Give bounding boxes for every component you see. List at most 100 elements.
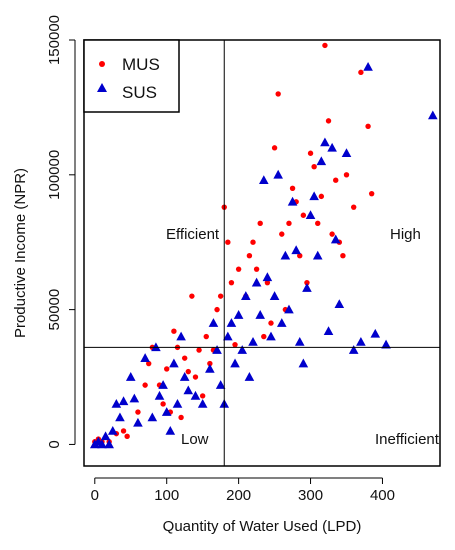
mus-point bbox=[340, 252, 346, 259]
sus-point bbox=[284, 304, 294, 314]
x-tick-label: 0 bbox=[91, 487, 99, 504]
sus-point bbox=[363, 61, 373, 71]
legend-sus-label: SUS bbox=[122, 83, 157, 102]
sus-point bbox=[269, 291, 280, 300]
mus-point bbox=[253, 266, 260, 272]
sus-point bbox=[133, 417, 143, 427]
mus-point bbox=[315, 220, 321, 227]
sus-point bbox=[356, 336, 366, 346]
mus-point bbox=[135, 409, 141, 415]
sus-point bbox=[197, 398, 208, 408]
x-tick-label: 300 bbox=[298, 487, 323, 504]
mus-point bbox=[297, 252, 303, 259]
mus-point bbox=[171, 328, 177, 334]
mus-point bbox=[235, 266, 242, 272]
mus-point bbox=[196, 347, 202, 353]
sus-point bbox=[118, 396, 129, 406]
mus-point bbox=[275, 91, 281, 97]
mus-point bbox=[368, 190, 375, 197]
sus-point bbox=[251, 277, 262, 287]
sus-point bbox=[147, 412, 158, 422]
y-axis: 0 50000 100000 150000 bbox=[46, 15, 76, 449]
sus-point bbox=[183, 385, 194, 395]
mus-point bbox=[181, 355, 188, 361]
mus-point bbox=[307, 150, 314, 156]
mus-point bbox=[142, 382, 148, 388]
sus-point bbox=[125, 372, 136, 381]
mus-point bbox=[286, 220, 292, 227]
mus-point bbox=[333, 177, 339, 183]
mus-point bbox=[160, 401, 166, 407]
sus-point bbox=[294, 336, 305, 346]
sus-point bbox=[280, 250, 291, 260]
sus-point bbox=[223, 331, 233, 341]
mus-point bbox=[322, 42, 328, 49]
sus-point bbox=[266, 331, 276, 341]
mus-point bbox=[329, 231, 335, 237]
mus-point bbox=[350, 204, 357, 210]
inefficient-label: Inefficient bbox=[375, 431, 440, 448]
sus-point bbox=[97, 439, 107, 449]
sus-point bbox=[309, 191, 319, 201]
sus-point bbox=[161, 407, 172, 416]
sus-point bbox=[323, 326, 334, 335]
low-label: Low bbox=[181, 431, 209, 448]
mus-point bbox=[164, 366, 170, 372]
y-tick-label: 100000 bbox=[46, 150, 63, 200]
mus-point bbox=[268, 320, 274, 326]
high-label: High bbox=[390, 226, 421, 243]
mus-point bbox=[261, 333, 267, 340]
mus-point bbox=[225, 239, 231, 245]
sus-point bbox=[255, 310, 266, 319]
sus-point bbox=[298, 358, 309, 368]
mus-point bbox=[271, 145, 278, 151]
x-axis: 0 100 200 300 400 bbox=[91, 477, 395, 504]
mus-point bbox=[124, 433, 130, 440]
y-tick-label: 150000 bbox=[46, 15, 63, 65]
sus-point bbox=[327, 142, 337, 152]
sus-point bbox=[248, 336, 258, 346]
sus-point bbox=[104, 439, 114, 449]
sus-point bbox=[316, 156, 327, 166]
sus-point bbox=[302, 283, 312, 292]
mus-point bbox=[289, 185, 296, 191]
y-tick-label: 0 bbox=[46, 440, 63, 448]
mus-point bbox=[279, 231, 285, 237]
mus-point bbox=[358, 69, 364, 76]
sus-point bbox=[320, 137, 330, 147]
mus-point bbox=[217, 293, 224, 299]
sus-point bbox=[100, 431, 111, 441]
mus-point bbox=[325, 118, 332, 124]
mus-point bbox=[203, 333, 209, 340]
sus-point bbox=[129, 393, 140, 403]
mus-point bbox=[214, 306, 220, 313]
sus-point bbox=[226, 318, 237, 327]
sus-point bbox=[190, 390, 201, 400]
mus-point bbox=[343, 172, 350, 178]
legend-mus-marker bbox=[99, 61, 105, 67]
sus-point bbox=[230, 358, 240, 368]
mus-point bbox=[304, 279, 310, 286]
mus-point bbox=[146, 360, 152, 367]
sus-point bbox=[151, 342, 161, 352]
y-axis-label: Productive Income (NPR) bbox=[12, 168, 29, 338]
sus-point bbox=[312, 250, 323, 260]
mus-point bbox=[311, 164, 317, 170]
sus-point bbox=[291, 245, 301, 255]
sus-point bbox=[381, 339, 391, 349]
sus-point bbox=[176, 331, 186, 341]
sus-point bbox=[341, 148, 352, 158]
sus-point bbox=[428, 110, 438, 120]
sus-point bbox=[215, 380, 226, 389]
sus-point bbox=[258, 175, 269, 185]
sus-point bbox=[111, 398, 122, 408]
sus-point bbox=[348, 345, 359, 354]
mus-point bbox=[120, 428, 127, 434]
sus-point bbox=[305, 210, 316, 220]
x-tick-label: 200 bbox=[226, 487, 251, 504]
sus-point bbox=[287, 196, 298, 206]
mus-point bbox=[189, 293, 195, 299]
sus-point bbox=[179, 372, 190, 381]
sus-point bbox=[244, 372, 255, 381]
mus-point bbox=[365, 123, 371, 129]
